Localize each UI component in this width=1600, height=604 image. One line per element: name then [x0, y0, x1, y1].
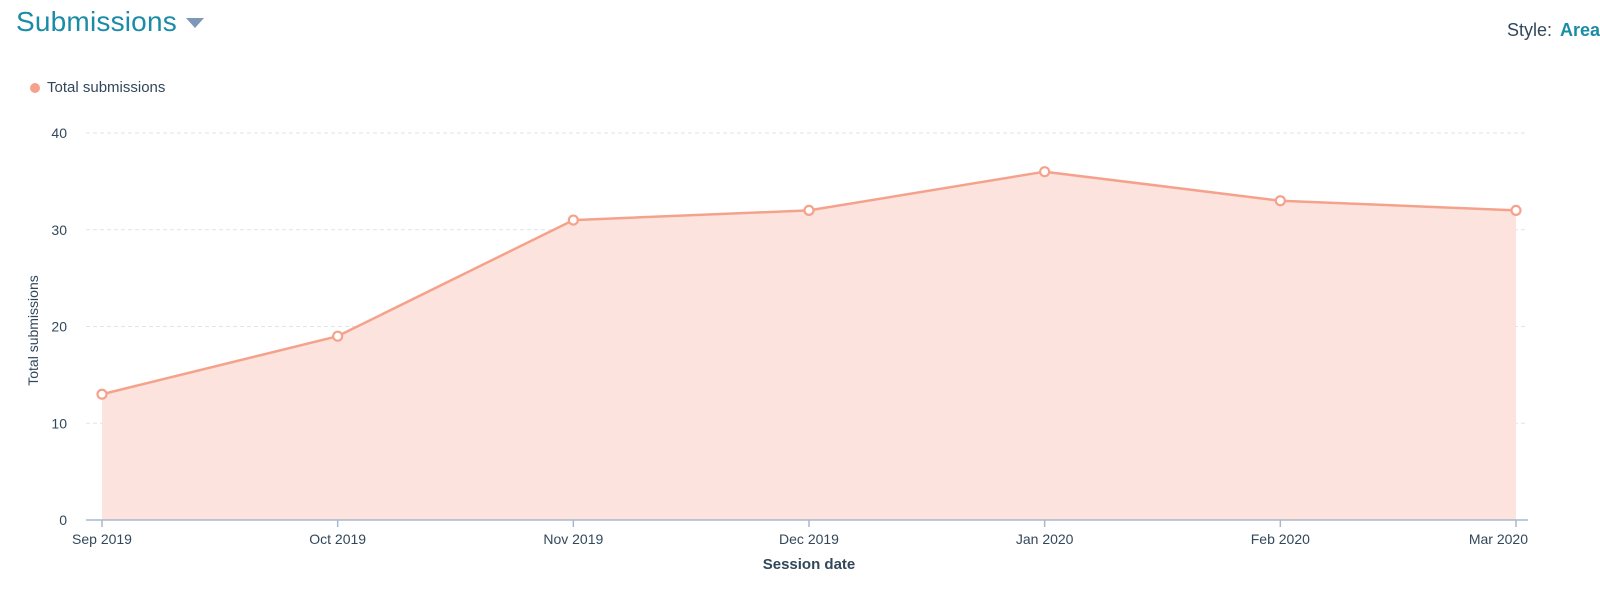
legend-label[interactable]: Total submissions	[47, 79, 166, 96]
x-axis-title: Session date	[763, 556, 856, 573]
x-tick-label: Nov 2019	[543, 531, 603, 547]
y-tick-label: 0	[59, 512, 67, 528]
y-tick-label: 40	[51, 125, 67, 141]
x-tick-label: Oct 2019	[309, 531, 366, 547]
x-tick-label: Jan 2020	[1016, 531, 1074, 547]
chart-legend: Total submissions	[30, 79, 165, 96]
style-label: Style:	[1506, 20, 1552, 40]
data-point[interactable]	[332, 330, 344, 342]
y-tick-label: 20	[51, 319, 67, 335]
y-tick-label: 30	[51, 222, 67, 238]
data-point[interactable]	[1039, 166, 1051, 178]
series-area	[102, 171, 1516, 520]
data-point[interactable]	[567, 214, 579, 226]
y-tick-label: 10	[51, 415, 67, 431]
chart-style-selector[interactable]: Style: Area	[1507, 20, 1600, 41]
style-value-link[interactable]: Area	[1559, 20, 1600, 40]
page-title: Submissions	[16, 6, 177, 37]
report-title-dropdown[interactable]: Submissions	[16, 6, 204, 38]
data-point[interactable]	[1274, 195, 1286, 207]
x-tick-label: Feb 2020	[1251, 531, 1310, 547]
data-point[interactable]	[1510, 204, 1522, 216]
x-tick-label: Mar 2020	[1469, 531, 1528, 547]
caret-down-icon[interactable]	[185, 18, 204, 28]
y-axis-title: Total submissions	[25, 275, 41, 386]
x-tick-label: Dec 2019	[779, 531, 839, 547]
legend-swatch	[30, 82, 40, 93]
data-point[interactable]	[96, 388, 108, 400]
x-tick-label: Sep 2019	[72, 531, 132, 547]
data-point[interactable]	[803, 204, 815, 216]
